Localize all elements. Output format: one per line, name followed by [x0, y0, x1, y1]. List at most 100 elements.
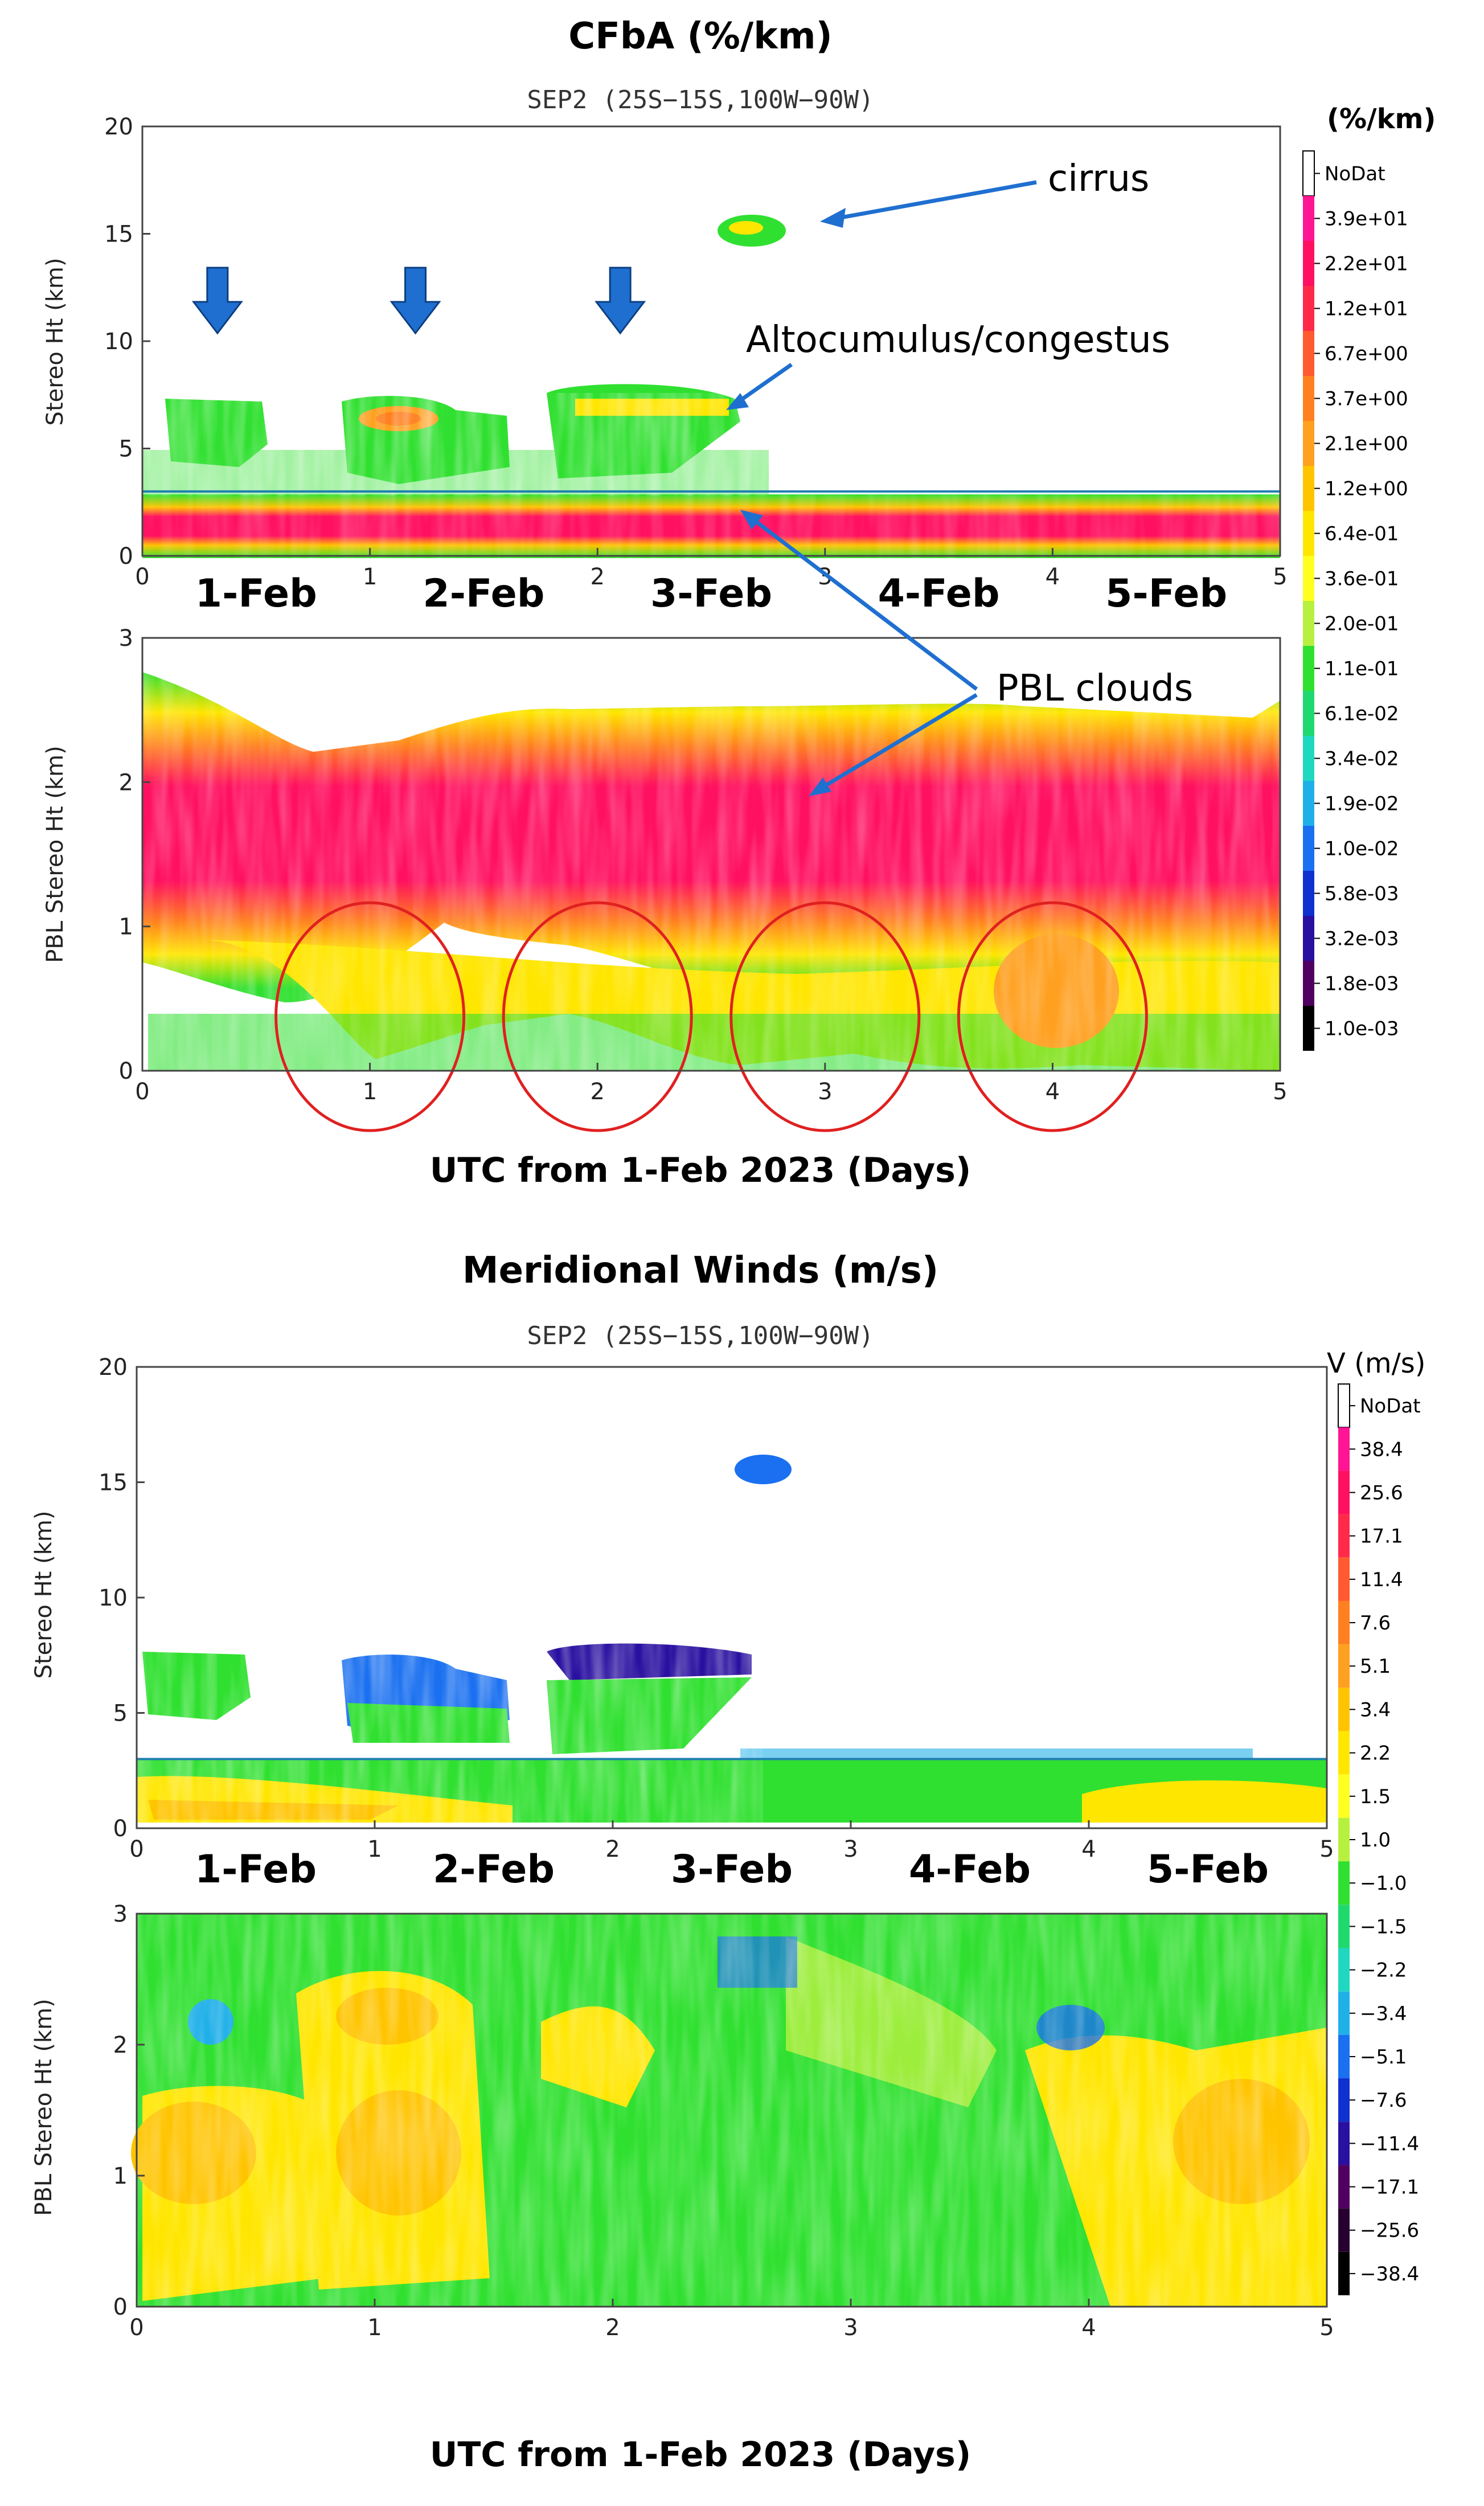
cfba-colorbar-label-10: 2.0e-01 [1325, 613, 1399, 636]
winds-texture [137, 1635, 763, 1823]
winds-upper-data [137, 1455, 1327, 1823]
winds-xlabel: UTC from 1-Feb 2023 (Days) [430, 2435, 971, 2475]
pbl-texture [142, 638, 1280, 1071]
cfba-colorbar-label-2: 2.2e+01 [1325, 253, 1408, 276]
altocumulus-arrow-head [726, 393, 749, 410]
day-label-1: 1-Feb [195, 1847, 317, 1892]
cfba-arrows [191, 267, 646, 335]
day-label-2: 2-Feb [433, 1847, 555, 1892]
down-arrow-3 [595, 267, 646, 335]
circle-day-4 [957, 901, 1148, 1132]
winds-colorbar-label-5: 7.6 [1360, 1612, 1391, 1635]
day-label-2: 2-Feb [423, 571, 544, 616]
cfba-colorbar-label-1: 3.9e+01 [1325, 208, 1408, 231]
cfba-colorbar-label-14: 1.9e-02 [1325, 793, 1399, 816]
cfba-colorbar-swatch-11 [1303, 646, 1314, 691]
cfba-lower-ytick-label-2: 2 [119, 769, 133, 796]
cfba-upper-xtick-label-0: 0 [135, 564, 149, 590]
cfba-upper-xtick-label-1: 1 [363, 564, 377, 590]
winds-colorbar-swatch-16 [1338, 2078, 1350, 2122]
pbl-arrow-lower-head [809, 777, 831, 796]
day-label-4: 4-Feb [878, 571, 1000, 616]
winds-upper-ytick-label-2: 10 [99, 1585, 128, 1611]
fallstreak-texture [142, 393, 769, 496]
cfba-colorbar-unit: (%/km) [1327, 103, 1436, 135]
cfba-colorbar-label-7: 1.2e+00 [1325, 478, 1408, 501]
winds-lower-ytick-label-3: 3 [113, 1901, 128, 1927]
winds-upper-xtick-label-3: 3 [843, 1836, 858, 1862]
winds-colorbar-label-4: 11.4 [1360, 1569, 1403, 1591]
winds-colorbar-label-9: 1.5 [1360, 1786, 1391, 1808]
cfba-colorbar-label-17: 3.2e-03 [1325, 928, 1399, 951]
altocumulus-arrow [733, 363, 793, 406]
winds-lower-texture [137, 1914, 1327, 2307]
winds-colorbar-label-12: −1.5 [1360, 1915, 1407, 1938]
cfba-colorbar-swatch-7 [1303, 466, 1314, 511]
circle-day-2 [502, 901, 693, 1132]
cfba-lower-ylabel: PBL Stereo Ht (km) [42, 746, 68, 963]
cfba-lower-ytick-label-1: 1 [119, 914, 133, 940]
circle-day-3 [729, 901, 921, 1132]
winds-upper-xtick-label-4: 4 [1081, 1836, 1096, 1862]
cfba-colorbar-label-4: 6.7e+00 [1325, 343, 1408, 366]
cfba-colorbar-swatch-13 [1303, 736, 1314, 781]
winds-colorbar-label-19: −25.6 [1360, 2220, 1419, 2242]
cfba-colorbar-swatch-2 [1303, 241, 1314, 286]
cfba-upper-xtick-label-4: 4 [1046, 564, 1060, 590]
winds-colorbar-label-0: NoDat [1360, 1395, 1421, 1418]
cfba-lower-xtick-label-1: 1 [363, 1079, 377, 1105]
cfba-lower-frame [141, 637, 1281, 1072]
winds-colorbar-swatch-14 [1338, 1991, 1350, 2035]
cfba-colorbar-swatch-12 [1303, 691, 1314, 736]
cfba-colorbar-swatch-17 [1303, 916, 1314, 961]
cfba-xlabel: UTC from 1-Feb 2023 (Days) [430, 1150, 971, 1190]
cfba-lower-xtick-label-3: 3 [818, 1079, 832, 1105]
winds-colorbar-label-10: 1.0 [1360, 1829, 1391, 1852]
winds-colorbar-label-16: −7.6 [1360, 2089, 1407, 2112]
winds-colorbar-label-2: 25.6 [1360, 1481, 1403, 1504]
winds-colorbar-swatch-10 [1338, 1817, 1350, 1862]
winds-colorbar-swatch-12 [1338, 1905, 1350, 1948]
pbl-arrow-lower [819, 693, 978, 791]
cfba-upper-ylabel: Stereo Ht (km) [42, 258, 68, 426]
cfba-colorbar-label-12: 6.1e-02 [1325, 703, 1399, 726]
cirrus-arrow-head [820, 208, 846, 228]
winds-colorbar: NoDat 38.4 25.6 17.1 11.4 7.6 5.1 3.4 2.2 1.5 1.0 −… [1338, 1383, 1421, 2295]
cfba-lower-xticks: 0 1 2 3 4 5 [135, 1063, 1288, 1105]
winds-colorbar-label-6: 5.1 [1360, 1655, 1391, 1678]
winds-colorbar-swatch-1 [1338, 1427, 1350, 1471]
winds-lower-xtick-label-2: 2 [605, 2315, 620, 2341]
winds-colorbar-label-17: −11.4 [1360, 2132, 1419, 2155]
winds-colorbar-label-18: −17.1 [1360, 2176, 1419, 2199]
day-label-3: 3-Feb [650, 571, 772, 616]
pbl-arrow-upper [750, 517, 978, 691]
cfba-colorbar-label-0: NoDat [1325, 163, 1385, 186]
winds-lower-xtick-label-5: 5 [1319, 2315, 1334, 2341]
cfba-colorbar-label-15: 1.0e-02 [1325, 838, 1399, 861]
winds-lower-frame [136, 1913, 1328, 2308]
winds-colorbar-label-7: 3.4 [1360, 1698, 1391, 1721]
winds-upper-xtick-label-2: 2 [605, 1836, 620, 1862]
cfba-colorbar-label-5: 3.7e+00 [1325, 388, 1408, 411]
cfba-day-labels: 1-Feb 2-Feb 3-Feb 4-Feb 5-Feb [195, 571, 1227, 616]
cfba-lower-xtick-label-0: 0 [135, 1079, 149, 1105]
cfba-upper-ytick-label-4: 20 [104, 114, 133, 140]
cfba-colorbar-swatch-16 [1303, 871, 1314, 916]
winds-lower-yticks: 0 1 2 3 [113, 1901, 145, 2320]
winds-pbl-cap [740, 1749, 1253, 1760]
winds-colorbar-swatch-15 [1338, 2034, 1350, 2079]
winds-lower-ylabel: PBL Stereo Ht (km) [31, 1999, 57, 2216]
cfba-lower-panel: PBL Stereo Ht (km) 0 1 2 3 0 1 2 3 4 5 UTC from … [42, 625, 1288, 1190]
cfba-lower-xtick-label-2: 2 [590, 1079, 604, 1105]
day-label-4: 4-Feb [909, 1847, 1031, 1892]
cfba-colorbar-swatch-5 [1303, 376, 1314, 421]
cfba-colorbar-label-6: 2.1e+00 [1325, 433, 1408, 456]
winds-upper-xticks: 0 1 2 3 4 5 [129, 1820, 1334, 1862]
winds-pbl-yellow-2 [1082, 1780, 1327, 1823]
winds-colorbar-swatch-3 [1338, 1514, 1350, 1558]
winds-colorbar-swatch-5 [1338, 1600, 1350, 1645]
winds-upper-yticks: 0 5 10 15 20 [99, 1354, 145, 1842]
cfba-upper-ytick-label-0: 0 [119, 543, 133, 570]
cfba-upper-yticks: 0 5 10 15 20 [104, 114, 150, 570]
